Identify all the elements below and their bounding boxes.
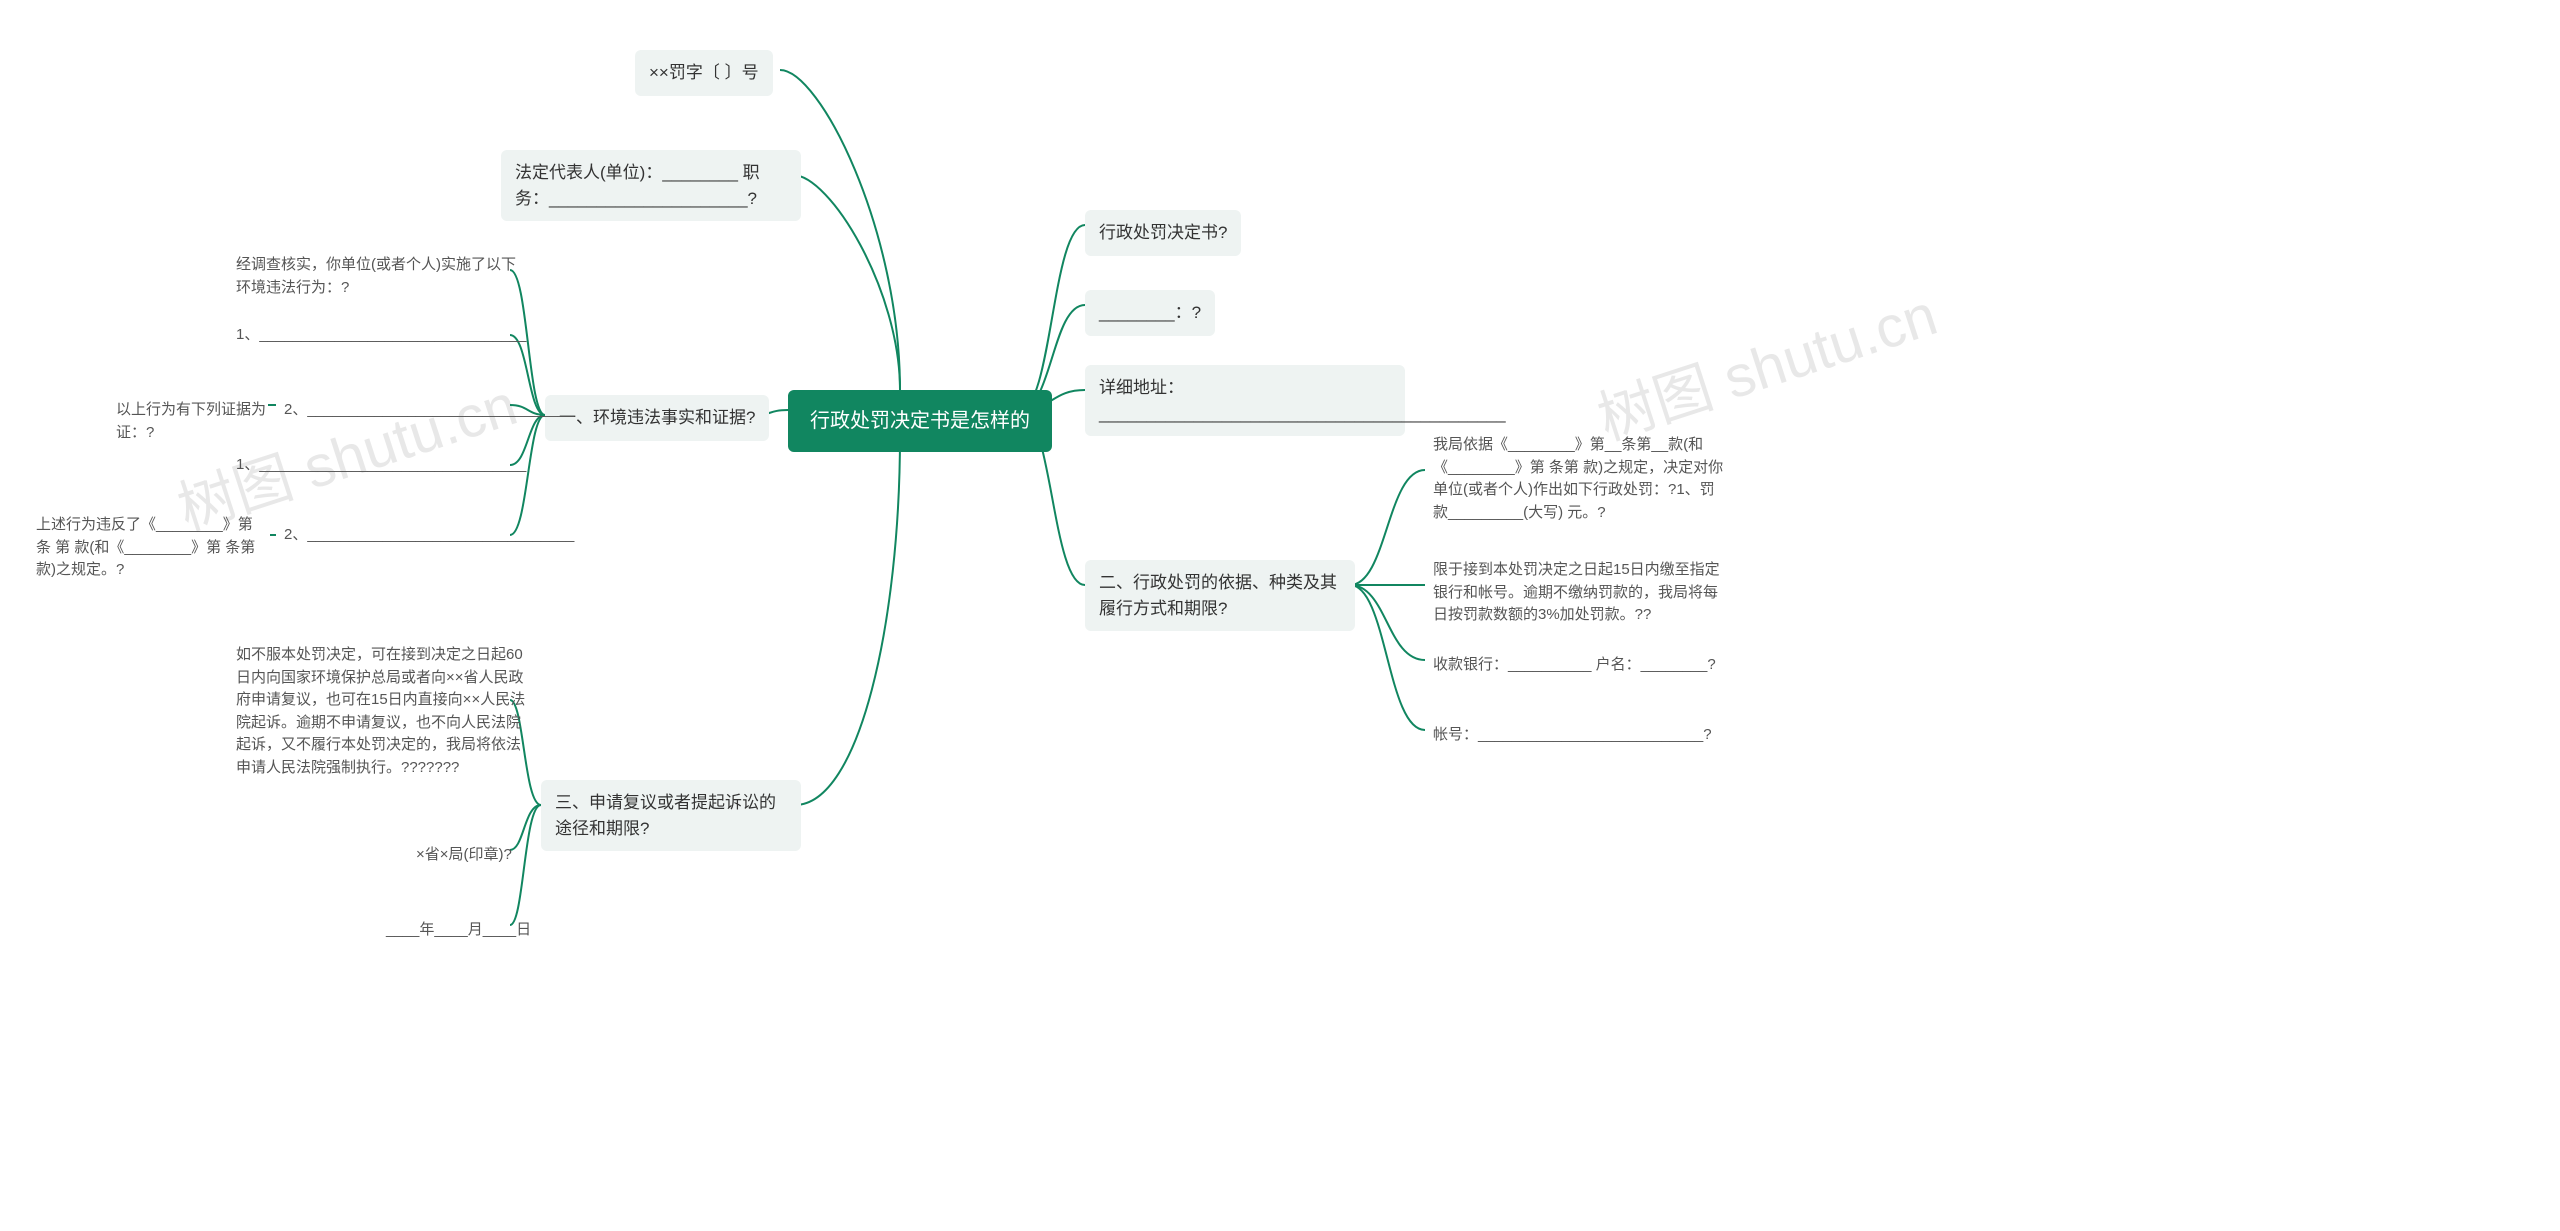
leaf-s1-investigation: 经调查核实，你单位(或者个人)实施了以下环境违法行为：? — [228, 250, 538, 303]
leaf-s1-item2: 2、________________________________ — [276, 395, 582, 426]
leaf-s1-violation-law: 上述行为违反了《________》第 条 第 款(和《________》第 条第… — [28, 510, 278, 586]
branch-title: 行政处罚决定书? — [1085, 210, 1241, 256]
branch-section-3: 三、申请复议或者提起诉讼的途径和期限? — [541, 780, 801, 851]
branch-legal-rep: 法定代表人(单位)：________ 职务：__________________… — [501, 150, 801, 221]
leaf-s1-evidence1: 1、________________________________ — [228, 450, 534, 481]
leaf-s3-appeal: 如不服本处罚决定，可在接到决定之日起60日内向国家环境保护总局或者向××省人民政… — [228, 640, 538, 783]
watermark-right: 树图 shutu.cn — [1586, 268, 1946, 456]
leaf-s2-4: 帐号：___________________________? — [1425, 720, 1720, 751]
leaf-s3-seal: ×省×局(印章)? — [408, 840, 520, 871]
leaf-s1-item1: 1、________________________________ — [228, 320, 534, 351]
branch-blank-colon: ________：? — [1085, 290, 1215, 336]
leaf-s2-1: 我局依据《________》第__条第__款(和《________》第 条第 款… — [1425, 430, 1735, 528]
leaf-s2-2: 限于接到本处罚决定之日起15日内缴至指定银行和帐号。逾期不缴纳罚款的，我局将每日… — [1425, 555, 1735, 631]
leaf-s2-3: 收款银行：__________ 户名：________? — [1425, 650, 1724, 681]
leaf-s1-evidence2: 2、________________________________ — [276, 520, 582, 551]
branch-address: 详细地址：___________________________________… — [1085, 365, 1405, 436]
leaf-s3-date: ____年____月____日 — [378, 915, 539, 946]
branch-doc-number: ××罚字〔 〕号 — [635, 50, 773, 96]
root-node: 行政处罚决定书是怎样的 — [788, 390, 1052, 452]
leaf-s1-evidence-label: 以上行为有下列证据为证：? — [108, 395, 278, 448]
branch-section-2: 二、行政处罚的依据、种类及其履行方式和期限? — [1085, 560, 1355, 631]
